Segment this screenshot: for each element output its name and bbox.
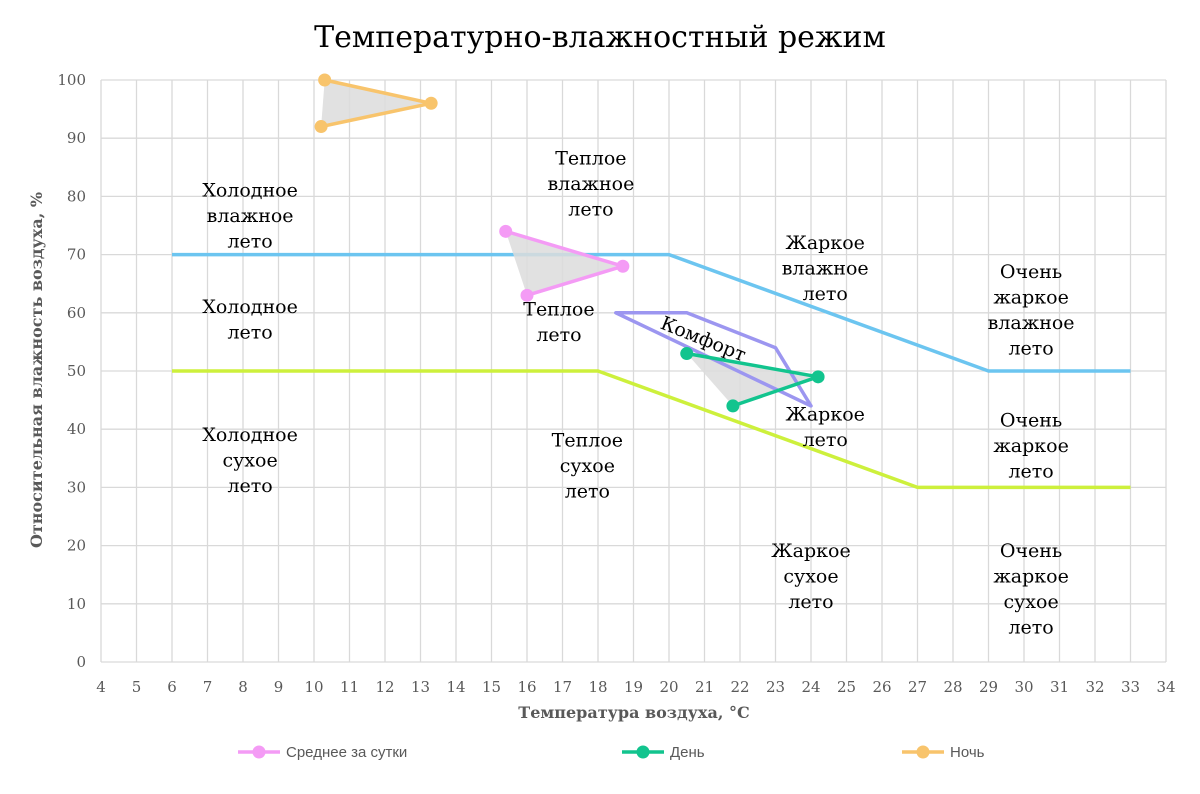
x-tick-label: 33 xyxy=(1121,678,1140,696)
series-point xyxy=(314,120,328,134)
series-point xyxy=(680,347,694,361)
series-point xyxy=(318,73,332,87)
legend-marker-0 xyxy=(252,745,266,759)
x-tick-label: 26 xyxy=(872,678,891,696)
legend-marker-2 xyxy=(916,745,930,759)
y-tick-label: 0 xyxy=(76,653,86,671)
x-tick-label: 24 xyxy=(801,678,820,696)
y-tick-label: 70 xyxy=(67,246,86,264)
x-tick-label: 12 xyxy=(375,678,394,696)
zone-label: Жаркое лето xyxy=(785,403,864,451)
zone-label: Холодное лето xyxy=(202,296,298,344)
series-area-2 xyxy=(321,80,432,127)
x-tick-label: 28 xyxy=(943,678,962,696)
x-tick-label: 11 xyxy=(340,678,359,696)
series-point xyxy=(424,96,438,110)
x-tick-label: 13 xyxy=(411,678,430,696)
legend-label: Ночь xyxy=(950,744,985,761)
y-axis-title: Относительная влажность воздуха, % xyxy=(27,192,46,548)
y-tick-label: 80 xyxy=(67,187,86,205)
series-point xyxy=(811,370,825,384)
zone-label: Жаркое влажное лето xyxy=(782,232,869,305)
x-tick-label: 14 xyxy=(446,678,465,696)
series-point xyxy=(520,288,534,302)
x-tick-label: 20 xyxy=(659,678,678,696)
y-tick-label: 50 xyxy=(67,362,86,380)
legend-label: День xyxy=(670,744,705,761)
zone-boundary-line-0 xyxy=(172,252,1131,373)
legend: Среднее за сутки День Ночь xyxy=(238,744,985,761)
zone-label: Очень жаркое сухое лето xyxy=(993,540,1069,639)
x-tick-label: 19 xyxy=(624,678,643,696)
zone-label: Холодное влажное лето xyxy=(202,179,298,252)
x-tick-label: 10 xyxy=(304,678,323,696)
series-area-0 xyxy=(505,231,623,296)
x-tick-label: 25 xyxy=(837,678,856,696)
x-tick-label: 30 xyxy=(1014,678,1033,696)
y-tick-label: 100 xyxy=(57,71,86,89)
zone-label: Теплое влажное лето xyxy=(547,147,634,220)
x-tick-label: 23 xyxy=(766,678,785,696)
y-tick-label: 30 xyxy=(67,478,86,496)
x-tick-label: 6 xyxy=(167,678,177,696)
y-tick-label: 90 xyxy=(67,129,86,147)
x-tick-label: 29 xyxy=(979,678,998,696)
zone-boundaries xyxy=(172,252,1131,490)
x-tick-label: 34 xyxy=(1156,678,1175,696)
legend-label: Среднее за сутки xyxy=(286,744,407,761)
zone-label: Очень жаркое влажное лето xyxy=(988,261,1075,360)
zone-label: Теплое лето xyxy=(523,299,594,347)
x-tick-label: 21 xyxy=(695,678,714,696)
x-tick-label: 27 xyxy=(908,678,927,696)
x-tick-label: 15 xyxy=(482,678,501,696)
x-tick-label: 8 xyxy=(238,678,248,696)
series-point xyxy=(616,259,630,273)
zone-label: Холодное сухое лето xyxy=(202,424,298,497)
x-tick-label: 18 xyxy=(588,678,607,696)
y-tick-label: 40 xyxy=(67,420,86,438)
x-tick-label: 16 xyxy=(517,678,536,696)
x-tick-label: 17 xyxy=(553,678,572,696)
data-series xyxy=(314,73,825,413)
x-tick-label: 31 xyxy=(1050,678,1069,696)
y-tick-label: 60 xyxy=(67,304,86,322)
x-axis-title: Температура воздуха, °C xyxy=(518,703,749,722)
y-axis-ticks: 0 10 20 30 40 50 60 70 80 90 100 xyxy=(57,71,86,671)
comfort-zone-outline xyxy=(614,311,813,408)
zone-label: Теплое сухое лето xyxy=(552,430,623,503)
x-tick-label: 22 xyxy=(730,678,749,696)
zone-labels: Холодное влажное лето Холодное лето Холодное с… xyxy=(202,147,1074,638)
legend-marker-1 xyxy=(636,745,650,759)
y-tick-label: 20 xyxy=(67,537,86,555)
x-tick-label: 32 xyxy=(1085,678,1104,696)
zone-label: Очень жаркое лето xyxy=(993,409,1069,482)
chart-title: Температурно-влажностный режим xyxy=(314,20,886,55)
x-tick-label: 4 xyxy=(96,678,106,696)
zone-label: Жаркое сухое лето xyxy=(771,540,850,613)
x-tick-label: 9 xyxy=(274,678,284,696)
x-axis-ticks: 4 5 6 7 8 9 10 11 12 13 14 15 16 17 18 19 20 21 22 23 24 25 26… xyxy=(96,678,1175,696)
series-point xyxy=(726,399,740,413)
zone-boundary-line-1 xyxy=(172,369,1131,490)
y-tick-label: 10 xyxy=(67,595,86,613)
x-tick-label: 5 xyxy=(132,678,142,696)
series-point xyxy=(499,224,513,238)
x-tick-label: 7 xyxy=(203,678,213,696)
